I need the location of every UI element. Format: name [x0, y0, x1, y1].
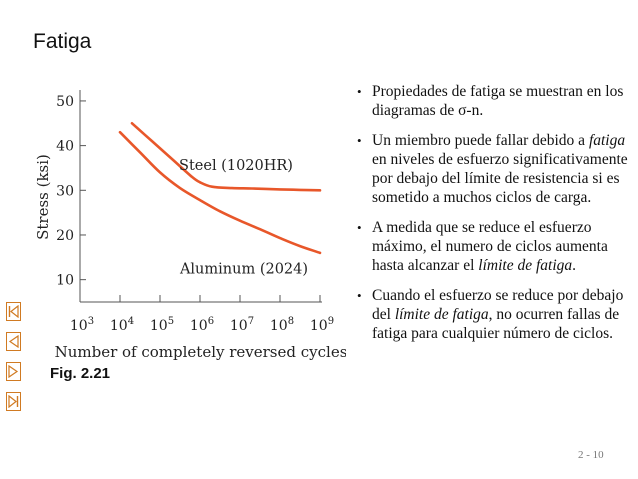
x-tick-exponent: 8: [288, 316, 294, 327]
first-icon: [8, 305, 19, 318]
bullet-item: • Cuando el esfuerzo se reduce por debajo…: [357, 286, 629, 343]
aluminum-curve: [118, 130, 322, 255]
bullet-fragment: , no ocurren fallas de fatiga para cualq…: [372, 306, 620, 342]
bullet-text: Cuando el esfuerzo se reduce por debajo …: [372, 286, 629, 343]
bullet-fragment: .: [572, 257, 577, 274]
bullet-emphasis: límite de fatiga: [394, 306, 489, 323]
bullet-text: A medida que se reduce el esfuerzo máxim…: [372, 218, 629, 275]
bullet-fragment: A medida que se reduce el esfuerzo máxim…: [372, 219, 608, 274]
y-tick-label: 20: [56, 228, 74, 244]
slide-number: 2 - 10: [578, 449, 604, 461]
x-tick-exponent: 5: [168, 316, 174, 327]
slide-title: Fatiga: [33, 30, 92, 53]
x-tick-label: 108: [270, 316, 294, 334]
x-tick-exponent: 9: [328, 316, 334, 327]
steel-series-label: Steel (1020HR): [179, 158, 293, 174]
previous-slide-button[interactable]: [6, 332, 21, 351]
bullet-dot-icon: •: [357, 84, 362, 99]
y-tick-label: 10: [56, 273, 74, 289]
bullet-item: • Propiedades de fatiga se muestran en lo…: [357, 82, 629, 120]
x-tick-exponent: 7: [248, 316, 254, 327]
x-tick-base: 10: [150, 318, 168, 334]
x-tick-label: 107: [230, 316, 254, 334]
x-tick-exponent: 4: [128, 316, 134, 327]
y-axis-label: Stress (ksi): [34, 154, 52, 240]
y-tick-label: 30: [56, 183, 74, 199]
x-tick-exponent: 6: [208, 316, 214, 327]
x-tick-base: 10: [190, 318, 208, 334]
y-tick-label: 50: [56, 94, 74, 110]
bullet-fragment: Cuando el esfuerzo se reduce por debajo …: [372, 287, 624, 323]
bullet-fragment: Un miembro puede fallar debido a: [372, 132, 589, 149]
bullet-text: Propiedades de fatiga se muestran en los…: [372, 82, 629, 120]
x-tick-base: 10: [230, 318, 248, 334]
bullet-dot-icon: •: [357, 288, 362, 303]
next-slide-button[interactable]: [6, 362, 21, 381]
steel-curve: [130, 122, 322, 192]
x-tick-base: 10: [70, 318, 88, 334]
next-icon: [8, 365, 19, 378]
bullet-text: Un miembro puede fallar debido a fatiga …: [372, 131, 629, 207]
aluminum-series-label: Aluminum (2024): [179, 261, 308, 277]
x-tick-label: 106: [190, 316, 214, 334]
x-tick-label: 104: [110, 316, 134, 334]
bullet-emphasis: límite de fatiga: [478, 257, 573, 274]
x-tick-exponent: 3: [88, 316, 94, 327]
x-tick-label: 109: [310, 316, 334, 334]
x-tick-base: 10: [310, 318, 328, 334]
x-tick-base: 10: [110, 318, 128, 334]
x-tick-base: 10: [270, 318, 288, 334]
sn-figure: 10 20 30 40 50 103 104 105 106 107 108 109 Stress (k…: [28, 82, 346, 382]
first-slide-button[interactable]: [6, 302, 21, 321]
bullet-item: • Un miembro puede fallar debido a fatiga…: [357, 131, 629, 207]
last-slide-button[interactable]: [6, 392, 21, 411]
bullet-list: • Propiedades de fatiga se muestran en lo…: [357, 82, 629, 354]
last-icon: [8, 395, 19, 408]
x-axis-label: Number of completely reversed cycles: [55, 343, 346, 361]
bullet-item: • A medida que se reduce el esfuerzo máxi…: [357, 218, 629, 275]
x-tick-label: 105: [150, 316, 174, 334]
y-tick-label: 40: [56, 139, 74, 155]
bullet-fragment: Propiedades de fatiga se muestran en los…: [372, 83, 624, 119]
bullet-dot-icon: •: [357, 220, 362, 235]
bullet-emphasis: fatiga: [588, 132, 626, 149]
previous-icon: [8, 335, 19, 348]
x-tick-label: 103: [70, 316, 94, 334]
bullet-dot-icon: •: [357, 133, 362, 148]
figure-caption: Fig. 2.21: [50, 365, 111, 382]
bullet-fragment: en niveles de esfuerzo significativament…: [372, 151, 628, 206]
slide-navigation: [6, 302, 22, 422]
